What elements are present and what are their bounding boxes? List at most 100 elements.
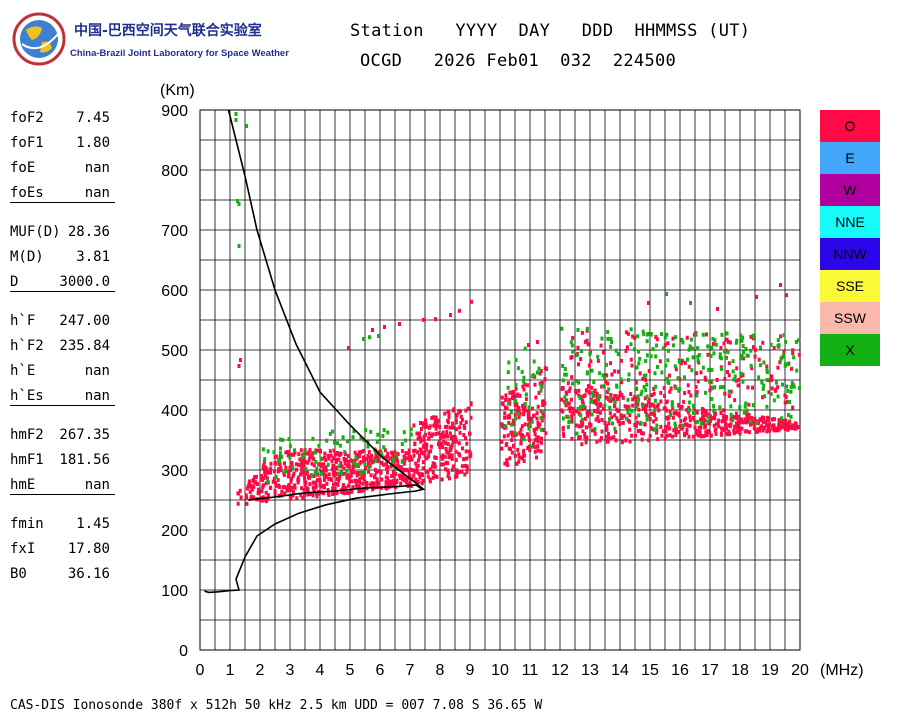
echo-point [629,342,633,347]
echo-point [306,492,310,497]
echo-point [517,406,521,411]
echo-point [639,428,643,433]
echo-point [627,372,631,377]
echo-point [377,469,381,474]
echo-point [576,345,580,350]
echo-point [470,299,473,304]
echo-point [707,367,711,372]
echo-point [376,453,380,458]
echo-point [654,354,658,359]
echo-point [666,341,670,346]
echo-point [620,440,624,445]
echo-point [520,369,524,374]
echo-point [541,409,545,414]
echo-point [341,483,345,488]
echo-point [777,343,781,348]
echo-point [670,403,674,408]
echo-point [577,380,581,385]
echo-point [296,475,300,480]
echo-point [767,390,771,395]
echo-point [302,487,306,492]
echo-point [455,427,459,432]
echo-point [272,450,276,455]
echo-point [644,388,648,393]
echo-point [617,394,621,399]
echo-point [361,455,365,460]
echo-point [273,481,277,486]
echo-point [718,405,722,410]
echo-point [362,470,366,475]
echo-point [639,431,643,436]
echo-point [451,438,455,443]
echo-point [423,432,427,437]
echo-point [758,417,762,422]
echo-point [538,422,542,427]
echo-point [752,403,756,408]
echo-point [655,430,659,435]
echo-point [770,386,774,391]
echo-point [750,366,754,371]
echo-point [665,376,669,381]
echo-point [278,451,282,456]
echo-point [609,436,613,441]
echo-point [324,458,328,463]
echo-point [507,420,511,425]
echo-point [463,426,467,431]
echo-point [273,455,277,460]
echo-point [351,463,355,468]
echo-point [392,474,396,479]
echo-point [317,443,321,448]
echo-point [668,409,672,414]
echo-point [513,412,517,417]
echo-point [767,426,771,431]
echo-point [571,336,575,341]
echo-point [283,469,287,474]
echo-point [517,452,521,457]
echo-point [677,429,681,434]
y-tick-label: 300 [161,463,188,480]
echo-point [620,393,624,398]
echo-point [377,480,381,485]
echo-point [454,439,458,444]
echo-point [747,430,751,435]
echo-point [562,433,566,438]
legend-item: SSW [820,302,880,334]
echo-point [539,427,543,432]
echo-point [536,435,540,440]
echo-point [578,395,582,400]
echo-point [441,453,445,458]
echo-point [791,348,795,353]
echo-point [327,477,331,482]
legend-item: SSE [820,270,880,302]
echo-point [620,415,624,420]
echo-point [709,354,713,359]
echo-point [238,488,242,493]
echo-point [712,415,716,420]
echo-point [607,421,611,426]
echo-point [689,393,693,398]
echo-point [648,417,652,422]
echo-point [397,465,401,470]
echo-point [566,425,570,430]
echo-point [429,444,433,449]
echo-point [276,469,280,474]
echo-point [667,426,671,431]
echo-point [505,461,509,466]
echo-point [266,496,270,501]
echo-point [761,428,765,433]
echo-point [740,356,744,361]
echo-point [734,340,738,345]
echo-point [648,404,652,409]
echo-point [616,419,620,424]
echo-point [535,416,539,421]
echo-point [530,406,534,411]
echo-point [450,453,454,458]
echo-point [712,408,716,413]
echo-point [420,472,424,477]
echo-point [747,413,751,418]
echo-point [428,467,432,472]
header-columns: Station YYYY DAY DDD HHMMSS (UT) [350,21,751,41]
echo-point [608,361,612,366]
echo-point [303,479,307,484]
echo-point [792,384,796,389]
